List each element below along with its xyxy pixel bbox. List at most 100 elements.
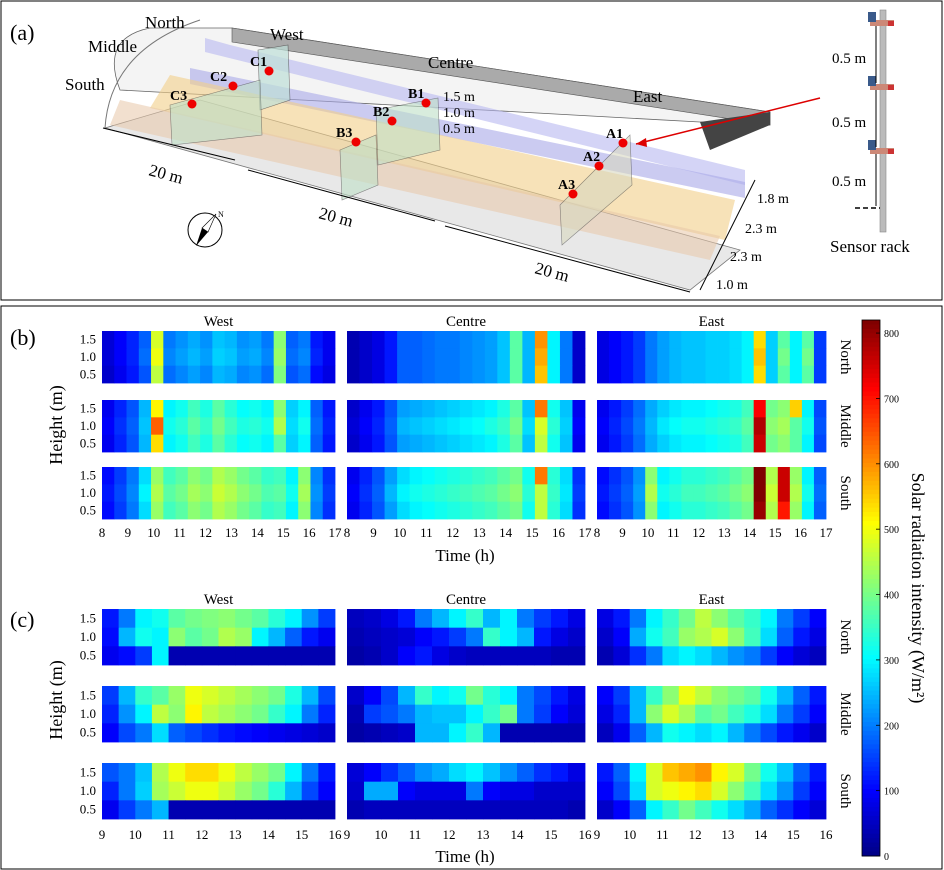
colorbar-segment [862,838,880,844]
row-label: North [837,620,853,655]
heatmap-cell [201,781,219,801]
heatmap-cell [434,400,448,418]
heatmap-cell [705,331,718,349]
colorbar-segment [862,704,880,710]
colorbar-segment [862,717,880,723]
heatmap-cell [472,365,486,384]
height-tick-label: 1.5 [80,764,96,779]
heatmap-cell [645,501,658,520]
heatmap-cell [693,400,706,418]
heatmap-cell [381,800,399,820]
panel-a-label: (a) [10,20,34,45]
height-tick-label: 0.5 [80,366,96,381]
heatmap-cell [168,704,186,724]
heatmap-cell [432,609,450,629]
x-tick-label: 13 [721,827,734,842]
heatmap-cell [384,348,398,367]
colorbar-segment [862,454,880,459]
heatmap-cell [472,501,486,520]
heatmap-cell [646,781,663,801]
height-tick-label: 0.5 [80,648,96,663]
heatmap-cell [472,400,486,418]
x-tick-label: 11 [667,525,680,540]
heatmap-cell [613,609,631,629]
heatmap-cell [384,434,398,453]
heatmap-cell [434,348,448,367]
heatmap-cell [597,484,610,503]
heatmap-cell [235,686,253,706]
heatmap-cell [218,646,236,666]
heatmap-cell [765,331,779,349]
colorbar-segment [862,811,880,817]
heatmap-cell [705,417,718,436]
heatmap-cell [224,501,238,520]
heatmap-cell [793,609,811,629]
heatmap-cell [409,434,423,453]
heatmap-cell [497,417,511,436]
heatmap-cell [559,365,573,384]
heatmap-cell [138,400,152,418]
heatmap-cell [678,781,696,801]
colorbar-segment [862,387,880,392]
heatmap-cell [645,365,658,384]
heatmap-cell [597,704,614,724]
heatmap-cell [359,417,373,436]
heatmap-cell [517,704,535,724]
heatmap-cell [646,627,663,647]
heatmap-cell [609,434,622,453]
heatmap-cell [776,646,794,666]
heatmap-cell [509,400,523,418]
heatmap-cell [777,365,791,384]
x-tick-label: 8 [99,525,106,540]
x-tick-label: 11 [162,827,175,842]
heatmap-cell [727,723,745,743]
heatmap-cell [741,484,755,503]
heatmap-cell [744,704,761,724]
heatmap-cell [509,417,523,436]
heatmap-cell [776,704,794,724]
heatmap-cell [681,501,694,520]
row-label: Middle [837,692,853,736]
heatmap-cell [301,686,319,706]
x-tick-label: 9 [344,827,351,842]
heatmap-cell [662,763,680,783]
heatmap-cell [372,501,385,520]
row-label: South [837,475,853,511]
heatmap-cell [621,400,634,418]
heatmap-cell [646,704,663,724]
heatmap-cell [218,723,236,743]
heatmap-cell [322,400,336,418]
height-tick-label: 0.5 [80,725,96,740]
heatmap-cell [484,417,498,436]
colorbar-segment [862,512,880,518]
heatmap-cell [201,686,219,706]
heatmap-cell [175,417,189,436]
colorbar-segment [862,753,880,759]
heatmap-cell [681,484,694,503]
heatmap-cell [301,781,319,801]
heatmap-cell [522,501,536,520]
heatmap-cell [669,434,682,453]
heatmap-cell [497,501,511,520]
heatmap-cell [268,686,286,706]
heatmap-cell [384,501,398,520]
heatmap-cell [551,781,569,801]
heatmap-cell [793,723,811,743]
heatmap-cell [114,467,127,485]
heatmap-cell [472,331,486,349]
heatmap-cell [497,331,511,349]
heatmap-cell [135,627,153,647]
heatmap-cell [347,609,365,629]
heatmap-cell [547,484,561,503]
heatmap-cell [633,417,646,436]
heatmap-cell [693,501,706,520]
heatmap-cell [572,365,586,384]
sensor-rack-title: Sensor rack [830,237,910,256]
colorbar-segment [862,467,880,473]
heatmap-cell [135,704,153,724]
heatmap-cell [629,646,647,666]
heatmap-cell [657,417,670,436]
colorbar-segment [862,579,880,585]
colorbar-segment [862,659,880,665]
colorbar-segment [862,739,880,745]
